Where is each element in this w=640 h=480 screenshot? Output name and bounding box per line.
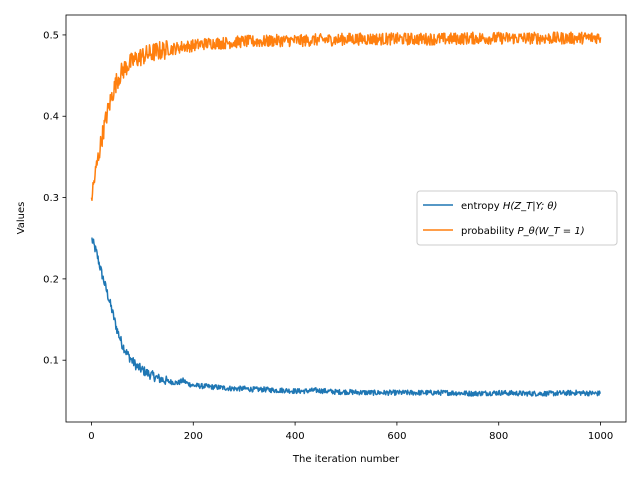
series-layer bbox=[90, 31, 602, 397]
legend-label-probability: probability P_θ(W_T = 1) bbox=[461, 226, 585, 237]
legend-box bbox=[416, 190, 618, 246]
x-tick-label: 600 bbox=[387, 431, 406, 442]
x-tick-label: 1000 bbox=[588, 431, 613, 442]
legend-label-probability-math: P_θ(W_T = 1) bbox=[518, 226, 585, 237]
legend-label-probability-prefix: probability bbox=[461, 226, 518, 237]
legend: entropy H(Z_T|Y; θ) probability P_θ(W_T … bbox=[416, 190, 618, 246]
series-line-probability bbox=[90, 31, 602, 202]
series-line-entropy bbox=[91, 237, 602, 397]
legend-label-entropy: entropy H(Z_T|Y; θ) bbox=[461, 201, 557, 212]
y-axis-ticks: 0.1 0.2 0.3 0.4 0.5 bbox=[43, 30, 66, 367]
y-tick-label: 0.1 bbox=[43, 356, 59, 367]
y-tick-label: 0.3 bbox=[43, 193, 59, 204]
x-tick-label: 400 bbox=[286, 431, 305, 442]
x-axis-label: The iteration number bbox=[292, 454, 400, 465]
y-tick-label: 0.4 bbox=[43, 112, 59, 123]
y-axis-label: Values bbox=[16, 202, 27, 235]
plot-frame bbox=[65, 14, 627, 423]
x-axis-ticks: 0 200 400 600 800 1000 bbox=[88, 422, 613, 442]
legend-label-entropy-math: H(Z_T|Y; θ) bbox=[503, 201, 558, 212]
x-tick-label: 800 bbox=[489, 431, 508, 442]
y-tick-label: 0.5 bbox=[43, 30, 59, 41]
x-tick-label: 200 bbox=[184, 431, 203, 442]
y-tick-label: 0.2 bbox=[43, 274, 59, 285]
x-tick-label: 0 bbox=[88, 431, 94, 442]
legend-label-entropy-prefix: entropy bbox=[461, 201, 503, 212]
